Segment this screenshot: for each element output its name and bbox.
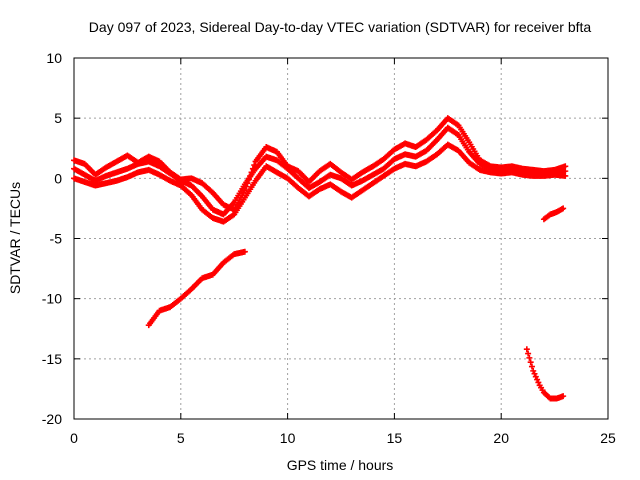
x-tick-label: 10 (280, 430, 296, 446)
data-point (560, 205, 567, 212)
x-tick-label: 15 (387, 430, 403, 446)
y-tick-label: -15 (42, 351, 62, 367)
data-point (528, 363, 535, 370)
series-arc-main-3 (71, 115, 569, 213)
x-tick-label: 25 (600, 430, 616, 446)
data-point (249, 165, 256, 172)
data-point (245, 176, 252, 183)
data-point (241, 248, 248, 255)
y-tick-label: -5 (50, 231, 63, 247)
data-point (247, 172, 254, 179)
data-marks (71, 115, 569, 402)
data-point (243, 183, 250, 190)
series-arc-low (145, 248, 248, 329)
axis-ticks: 0 5 10 15 20 25 -20 -15 -10 -5 0 5 10 (42, 50, 616, 446)
y-tick-label: 0 (54, 170, 62, 186)
series-arc-main-2 (71, 141, 569, 225)
x-axis-label: GPS time / hours (287, 457, 394, 473)
data-point (526, 354, 533, 361)
data-point (525, 350, 532, 357)
data-point (560, 393, 567, 400)
y-tick-label: -20 (42, 411, 62, 427)
data-point (241, 187, 248, 194)
y-tick-label: -10 (42, 291, 62, 307)
data-point (527, 359, 534, 366)
chart-title: Day 097 of 2023, Sidereal Day-to-day VTE… (89, 19, 592, 35)
y-tick-label: 10 (46, 50, 62, 66)
data-point (562, 163, 569, 170)
x-tick-label: 0 (70, 430, 78, 446)
data-point (244, 180, 251, 187)
data-point (523, 346, 530, 353)
grid-lines (74, 58, 608, 419)
data-point (251, 162, 258, 169)
x-tick-label: 20 (493, 430, 509, 446)
series-arc-bottom-right (523, 346, 567, 402)
data-point (248, 169, 255, 176)
y-tick-label: 5 (54, 110, 62, 126)
series-arc-mid-right (540, 205, 567, 223)
data-point (562, 172, 569, 179)
x-tick-label: 5 (177, 430, 185, 446)
y-axis-label: SDTVAR / TECUs (7, 182, 23, 294)
